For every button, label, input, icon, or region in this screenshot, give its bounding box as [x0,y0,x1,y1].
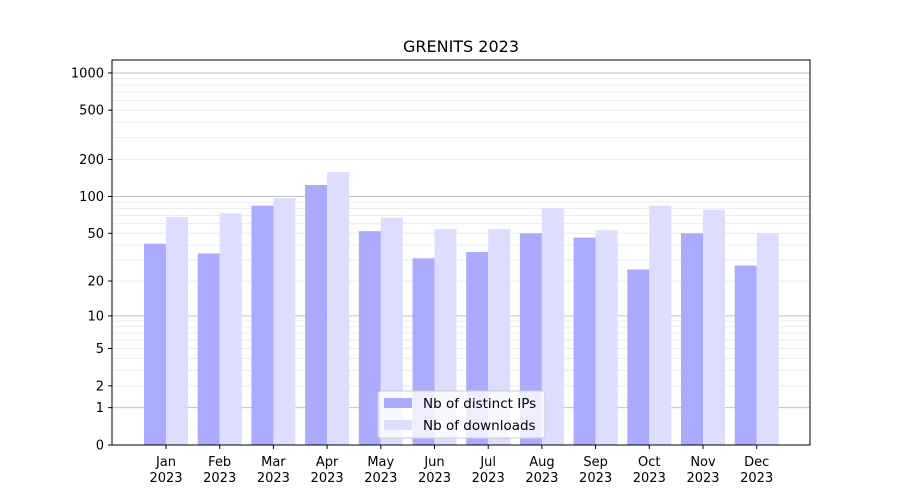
y-tick-label: 1000 [71,66,104,81]
bar-downloads [541,208,564,445]
bar-downloads [756,233,779,445]
y-tick-label: 20 [87,275,104,290]
x-tick-label: Apr 2023 [311,455,344,486]
legend-label-ips: Nb of distinct IPs [423,396,536,412]
bar-downloads [380,217,403,445]
y-tick-label: 100 [79,190,104,205]
bar-downloads [595,230,618,445]
bar-distinct-ips [251,205,274,445]
y-tick-label: 10 [87,309,104,324]
bar-downloads [219,213,242,445]
bar-distinct-ips [358,231,381,445]
y-tick-label: 50 [87,227,104,242]
x-tick-label: Dec 2023 [740,455,773,486]
legend-label-downloads: Nb of downloads [423,418,536,434]
bars [144,172,779,445]
y-axis: 0 1 2 5 10 20 50 100 200 500 1000 [71,66,112,454]
bar-distinct-ips [197,253,220,445]
y-tick-label: 2 [96,379,104,394]
x-tick-label: Jan 2023 [149,455,182,486]
y-tick-label: 500 [79,104,104,119]
x-tick-label: Feb 2023 [203,455,236,486]
bar-downloads [273,198,296,445]
y-tick-label: 1 [96,401,104,416]
legend-swatch-downloads [384,420,412,430]
bar-downloads [166,216,188,445]
bar-downloads [327,172,350,445]
bar-distinct-ips [681,233,703,445]
x-axis: Jan 2023 Feb 2023 Mar 2023 Apr 2023 May 2023 Jun 20… [149,445,773,486]
x-tick-label: Jun 2023 [418,455,451,486]
bar-distinct-ips [573,237,596,445]
legend: Nb of distinct IPs Nb of downloads [377,390,546,439]
x-tick-label: Mar 2023 [257,455,290,486]
bar-distinct-ips [305,184,328,445]
bar-distinct-ips [734,265,757,445]
bar-distinct-ips [144,243,166,445]
x-tick-label: Nov 2023 [686,455,719,486]
x-tick-label: Jul 2023 [472,455,505,486]
x-tick-label: Sep 2023 [579,455,612,486]
y-tick-label: 0 [96,439,104,454]
x-tick-label: Aug 2023 [525,455,558,486]
bar-distinct-ips [627,269,650,445]
x-tick-label: Oct 2023 [633,455,666,486]
axes-frame [111,59,811,446]
bar-downloads [703,209,725,445]
legend-swatch-ips [384,398,412,408]
chart-title: GRENITS 2023 [403,37,519,56]
bar-downloads [649,205,672,445]
x-tick-label: May 2023 [364,455,397,486]
y-tick-label: 5 [96,342,104,357]
legend-box [377,390,546,439]
y-tick-label: 200 [79,153,104,168]
